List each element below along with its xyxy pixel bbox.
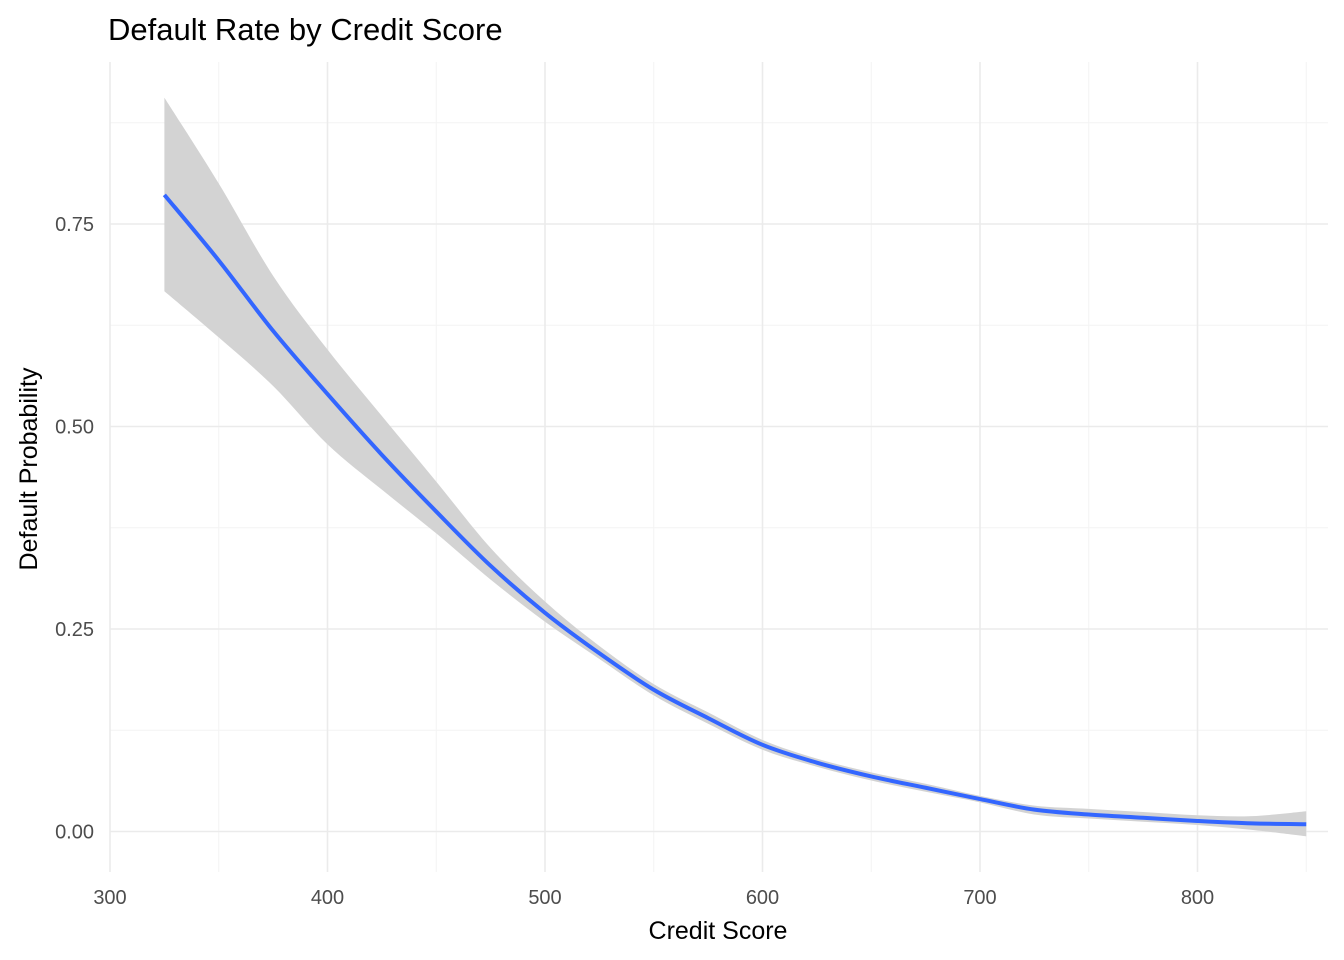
x-tick-label: 300: [93, 887, 126, 909]
y-axis-title: Default Probability: [15, 367, 43, 570]
confidence-band: [164, 97, 1307, 837]
x-tick-label: 800: [1181, 887, 1214, 909]
y-axis-ticks: 0.00 0.25 0.50 0.75: [55, 214, 94, 844]
x-tick-label: 700: [963, 887, 996, 909]
x-axis-ticks: 300 400 500 600 700 800: [93, 887, 1214, 909]
x-tick-label: 600: [746, 887, 779, 909]
chart-title: Default Rate by Credit Score: [108, 12, 503, 47]
trend-line-layer: [162, 193, 1307, 827]
trend-line: [162, 193, 1307, 827]
confidence-band-layer: [164, 97, 1307, 837]
y-tick-label: 0.25: [55, 619, 94, 641]
y-tick-label: 0.50: [55, 417, 94, 439]
x-axis-title: Credit Score: [649, 917, 788, 945]
y-tick-label: 0.75: [55, 214, 94, 236]
x-tick-label: 400: [311, 887, 344, 909]
grid: [109, 62, 1328, 872]
y-tick-label: 0.00: [55, 822, 94, 844]
x-tick-label: 500: [528, 887, 561, 909]
